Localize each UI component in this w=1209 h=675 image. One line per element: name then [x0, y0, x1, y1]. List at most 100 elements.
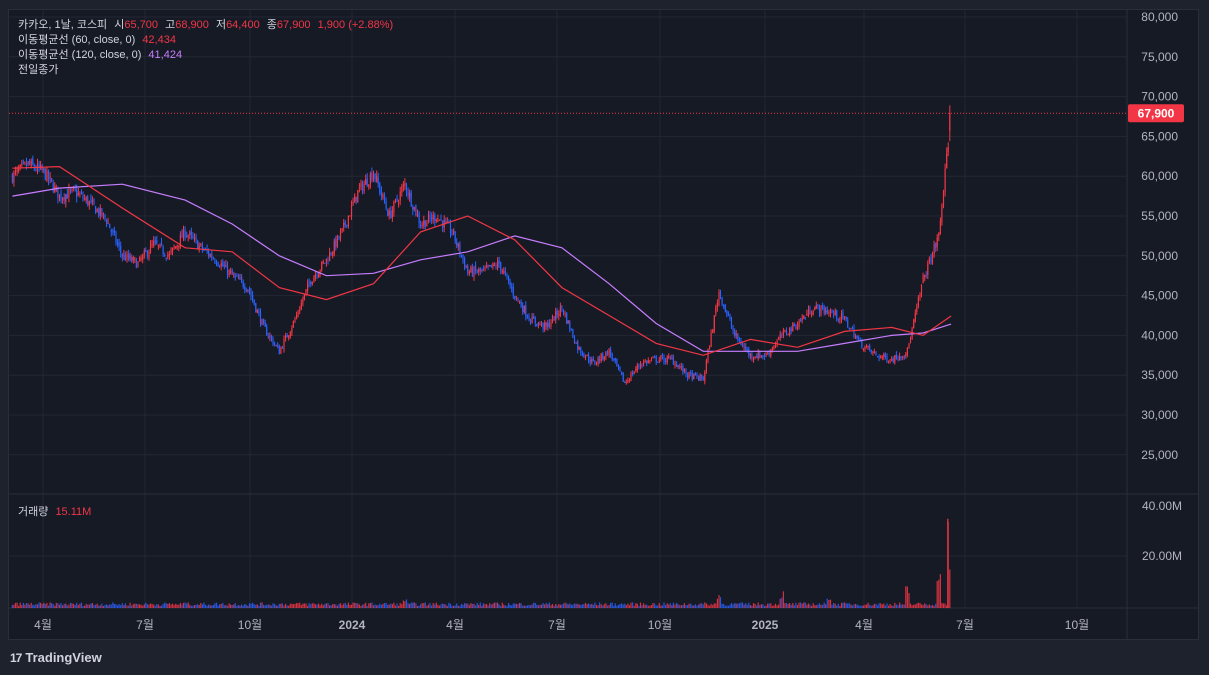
volume-bar	[809, 604, 811, 608]
candle-body	[856, 335, 858, 338]
candle-body	[542, 323, 544, 329]
volume-bar	[818, 603, 821, 608]
volume-bar	[189, 604, 191, 608]
volume-bar	[537, 605, 539, 608]
candle-body	[668, 356, 670, 358]
volume-bar	[438, 605, 441, 608]
volume-bar	[698, 604, 700, 608]
symbol-label[interactable]: 카카오, 1날, 코스피	[18, 19, 108, 31]
volume-bar	[779, 598, 781, 608]
volume-bar	[784, 603, 786, 608]
candle-body	[503, 271, 505, 273]
candle-body	[855, 336, 857, 339]
candle-body	[21, 163, 23, 165]
candle-body	[131, 257, 133, 262]
volume-bar	[376, 605, 378, 608]
candle-body	[410, 192, 412, 207]
volume-bar	[490, 604, 492, 608]
volume-bar	[396, 603, 398, 608]
ma120-row[interactable]: 이동평균선 (120, close, 0) 41,424	[18, 48, 397, 63]
volume-bar	[776, 605, 778, 608]
tradingview-brand[interactable]: 17 TradingView	[10, 650, 102, 665]
candle-body	[43, 168, 45, 170]
candle-body	[385, 201, 387, 209]
volume-bar	[190, 605, 192, 608]
volume-bar	[757, 602, 759, 608]
candle-body	[453, 230, 455, 233]
candle-body	[889, 361, 891, 362]
candle-body	[470, 267, 472, 272]
volume-bar	[300, 604, 302, 608]
candle-body	[762, 355, 764, 357]
prev-close-row[interactable]: 전일종가	[18, 63, 397, 78]
volume-bar	[580, 605, 582, 608]
volume-bar	[219, 604, 221, 608]
candle-body	[782, 330, 784, 336]
volume-bar	[358, 604, 360, 608]
volume-bar	[278, 603, 280, 608]
volume-bar	[374, 604, 376, 608]
volume-bar	[652, 602, 654, 608]
candle-body	[90, 199, 92, 201]
candle-body	[51, 178, 53, 181]
candle-body	[572, 329, 574, 338]
candle-body	[605, 351, 607, 358]
candle-body	[938, 233, 940, 236]
volume-bar	[663, 602, 665, 608]
volume-bar	[892, 605, 894, 608]
candle-body	[228, 270, 230, 275]
candle-body	[339, 231, 342, 238]
volume-bar	[493, 602, 495, 608]
ma60-row[interactable]: 이동평균선 (60, close, 0) 42,434	[18, 33, 397, 48]
volume-bar	[732, 604, 734, 608]
candle-body	[793, 324, 795, 326]
candle-body	[616, 359, 618, 366]
candle-body	[82, 195, 84, 199]
volume-bar	[357, 603, 359, 608]
volume-bar	[577, 603, 579, 608]
volume-bar	[448, 602, 450, 608]
candle-body	[866, 345, 868, 348]
volume-bar	[509, 605, 511, 608]
volume-label[interactable]: 거래량	[18, 506, 49, 518]
candle-body	[96, 209, 98, 212]
candle-body	[646, 360, 648, 364]
volume-bar	[382, 603, 384, 608]
candle-body	[198, 245, 200, 249]
candle-body	[310, 282, 312, 285]
volume-bar	[297, 603, 299, 608]
candle-body	[27, 161, 29, 165]
candle-body	[338, 236, 340, 239]
volume-bar	[413, 602, 415, 608]
candle-body	[390, 210, 392, 218]
volume-bar	[468, 604, 470, 608]
volume-bar	[182, 602, 185, 608]
volume-bar	[909, 603, 912, 608]
volume-bar	[762, 604, 764, 608]
volume-bar	[106, 604, 108, 608]
candle-body	[880, 356, 882, 358]
candle-body	[621, 371, 623, 374]
candle-body	[286, 334, 288, 338]
volume-bar	[859, 605, 861, 608]
x-tick-label: 4월	[34, 618, 52, 632]
volume-bar	[916, 603, 918, 608]
candle-body	[536, 323, 538, 326]
candle-body	[347, 216, 349, 226]
candle-body	[715, 307, 717, 314]
volume-bar	[380, 604, 382, 608]
candle-body	[917, 297, 919, 307]
volume-bar	[828, 600, 830, 608]
volume-bar	[941, 603, 943, 608]
y-tick-label: 50,000	[1141, 249, 1178, 263]
volume-bar	[214, 603, 216, 608]
candle-body	[795, 325, 797, 329]
volume-bar	[644, 604, 646, 608]
volume-bar	[542, 603, 544, 608]
candle-body	[297, 312, 299, 314]
volume-bar	[694, 604, 696, 608]
volume-bar	[159, 605, 161, 608]
volume-bar	[239, 605, 241, 608]
volume-bar	[143, 604, 145, 608]
